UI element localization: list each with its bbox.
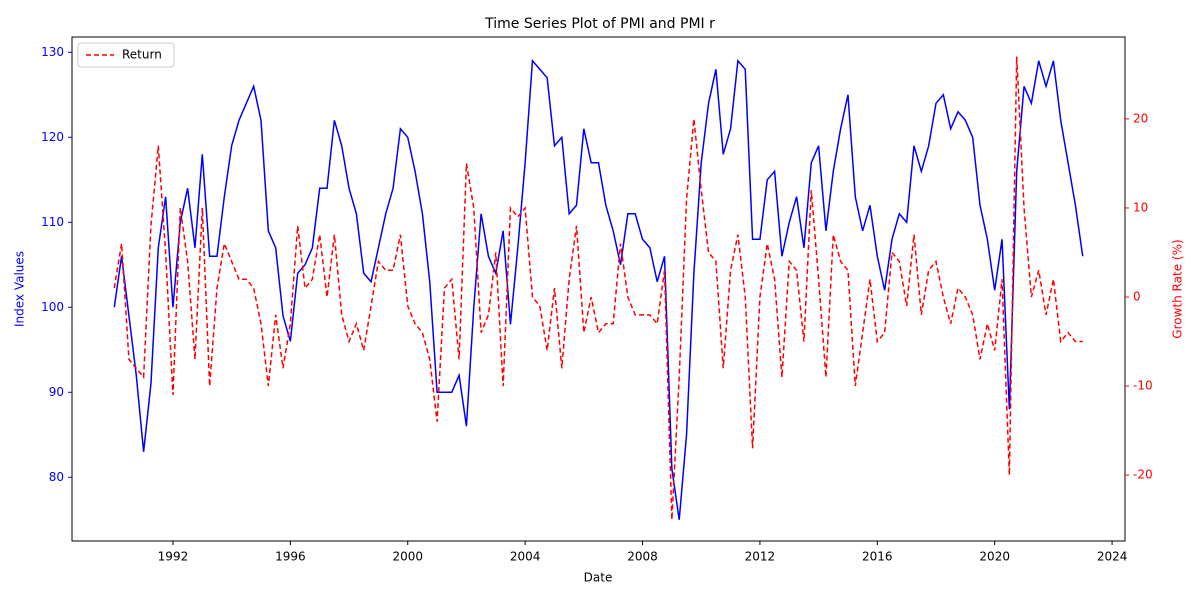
x-tick-label: 2016 (862, 550, 893, 564)
legend-label: Return (122, 48, 162, 62)
y2-axis-label: Growth Rate (%) (1171, 239, 1185, 338)
x-tick-label: 1996 (275, 550, 306, 564)
y2-tick-label: 10 (1133, 200, 1148, 214)
chart-title: Time Series Plot of PMI and PMI r (484, 16, 715, 32)
y-tick-label: 90 (49, 385, 64, 399)
y-axis-label: Index Values (13, 251, 27, 327)
y-tick-label: 80 (49, 470, 64, 484)
x-tick-label: 2024 (1097, 550, 1128, 564)
series-line (113, 56, 1083, 520)
y2-tick-label: 20 (1133, 111, 1148, 125)
y-tick-label: 100 (41, 300, 64, 314)
y-tick-label: 130 (41, 45, 64, 59)
x-tick-label: 2004 (510, 550, 541, 564)
x-tick-label: 1992 (158, 550, 189, 564)
legend-box (77, 42, 175, 68)
y2-tick-label: 0 (1133, 290, 1141, 304)
series-line (113, 58, 1084, 520)
x-tick-label: 2008 (627, 550, 658, 564)
x-axis-label: Date (584, 571, 613, 585)
y-tick-label: 120 (41, 130, 64, 144)
x-tick-label: 2012 (745, 550, 776, 564)
x-tick-label: 2000 (392, 550, 423, 564)
x-tick-label: 2020 (979, 550, 1010, 564)
y2-tick-label: -20 (1133, 468, 1153, 482)
plot-frame (71, 36, 1126, 542)
y-tick-label: 110 (41, 215, 64, 229)
y2-tick-label: -10 (1133, 379, 1153, 393)
